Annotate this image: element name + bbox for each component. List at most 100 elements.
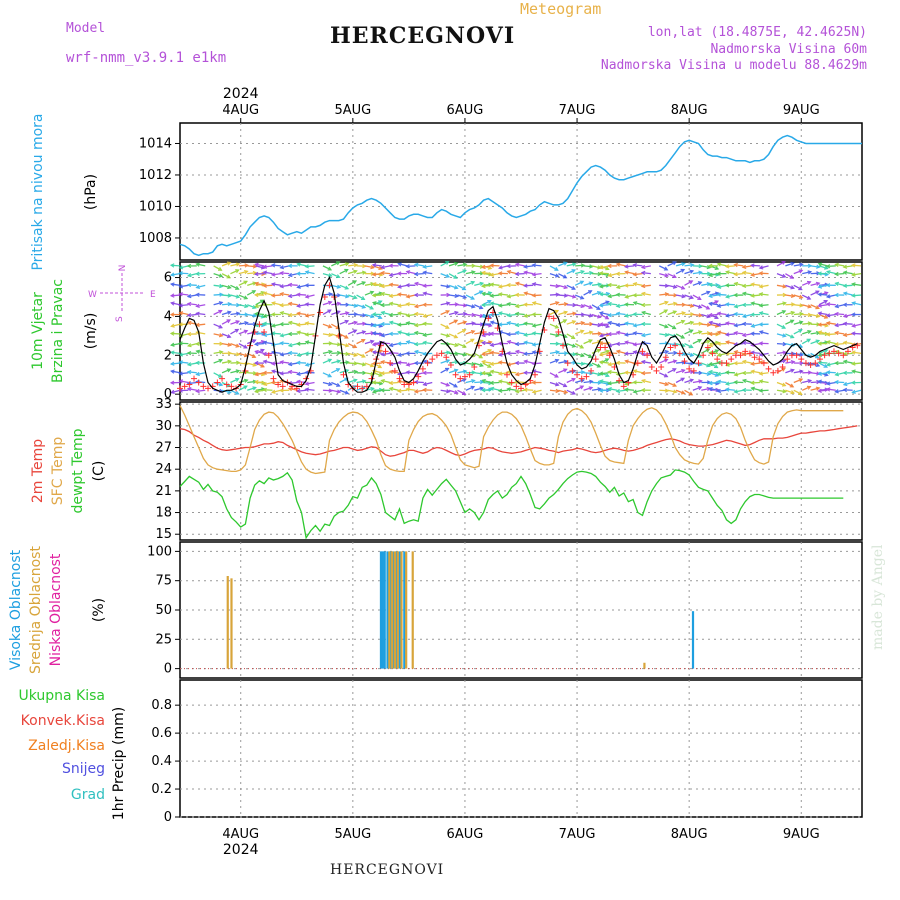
wind-arrow [549, 359, 559, 364]
gust-mark [746, 350, 753, 357]
wind-arrow-head [270, 312, 276, 317]
wind-arrow [709, 302, 719, 306]
wind-arrow-head [596, 314, 602, 319]
wind-arrow [709, 362, 719, 366]
pressure-ylabel: Pritisak na nivou mora [30, 113, 46, 270]
precip-y-tick-label: 0.4 [151, 754, 172, 769]
wind-arrow [280, 293, 290, 296]
wind-arrow-head [598, 265, 604, 270]
wind-arrow [641, 360, 651, 364]
wind-arrow [255, 299, 264, 306]
wind-arrow [297, 293, 307, 296]
wind-arrow [835, 331, 845, 335]
wind-arrow-head [815, 313, 821, 318]
wind-arrow [725, 388, 736, 391]
wind-arrow [717, 380, 727, 384]
wind-arrow-head [523, 340, 528, 345]
wind-arrow [751, 294, 761, 297]
wind-arrow [566, 352, 576, 356]
wind-arrow-head [378, 372, 383, 377]
wind-arrow [852, 332, 862, 335]
wind-arrow-head [218, 382, 224, 387]
wind-arrow-head [252, 304, 257, 309]
wind-arrow [448, 333, 458, 339]
wind-arrow-head [328, 332, 333, 338]
wind-arrow-head [716, 311, 722, 316]
wind-arrow-head [461, 391, 467, 396]
gust-mark [195, 379, 202, 386]
wind-arrow [389, 381, 399, 384]
wind-arrow-head [195, 371, 200, 377]
wind-arrow-head [422, 387, 427, 393]
wind-arrow [599, 272, 609, 275]
wind-arrow-head [750, 282, 755, 287]
wind-arrow [532, 370, 542, 374]
wind-arrow [591, 304, 601, 310]
temp-label-2m: 2m Temp [30, 439, 46, 503]
wind-arrow-head [842, 381, 848, 387]
wind-arrow [322, 309, 332, 316]
wind-arrow [826, 362, 836, 366]
wind-arrow [558, 294, 568, 297]
wind-arrow-head [396, 388, 402, 393]
wind-arrow-head [598, 271, 604, 276]
wind-arrow [641, 292, 651, 296]
wind-arrow [179, 372, 189, 375]
wind-arrow [826, 388, 836, 391]
wind-arrow [659, 273, 669, 277]
wind-arrow-head [195, 341, 200, 347]
wind-arrow [490, 381, 500, 384]
wind-arrow [170, 294, 181, 297]
wind-arrow-head [782, 301, 787, 306]
wind-arrow-head [531, 312, 536, 317]
wind-arrow [835, 263, 845, 267]
wind-arrow [549, 372, 559, 378]
wind-arrow [498, 352, 509, 356]
compass-icon: NW ES [88, 265, 156, 322]
wind-arrow [474, 304, 483, 310]
wind-arrow-head [336, 301, 342, 306]
compass-n: N [118, 265, 128, 272]
wind-arrow [583, 339, 593, 345]
wind-arrow [406, 333, 416, 336]
wind-arrow [532, 301, 542, 306]
gust-mark [485, 315, 492, 322]
wind-arrow [818, 389, 828, 392]
wind-arrow [793, 263, 803, 267]
wind-arrow [482, 265, 492, 269]
wind-arrow [734, 273, 744, 276]
wind-arrow [499, 331, 509, 335]
wind-arrow-head [462, 294, 468, 299]
wind-arrow-head [598, 388, 604, 393]
wind-arrow [230, 389, 239, 395]
wind-arrow-head [632, 293, 637, 298]
wind-arrow [659, 301, 669, 306]
wind-arrow [659, 323, 668, 328]
wind-arrow [759, 352, 769, 356]
wind-arrow [641, 265, 651, 269]
wind-arrow-head [605, 323, 611, 329]
wind-arrow-head [514, 372, 520, 377]
bottom-day-label: 8AUG [671, 827, 708, 842]
wind-arrow-head [260, 363, 265, 368]
wind-arrow [659, 284, 669, 287]
panel-frame-pressure [179, 122, 863, 261]
wind-arrow [835, 389, 845, 393]
wind-arrow-head [758, 292, 764, 297]
wind-arrow [196, 389, 206, 393]
wind-arrow [692, 294, 702, 300]
wind-arrow [818, 312, 828, 316]
wind-arrow [725, 341, 736, 345]
wind-arrow-head [226, 319, 232, 324]
wind-arrow [490, 294, 500, 297]
wind-arrow [271, 323, 282, 327]
wind-arrow-head [243, 378, 249, 383]
wind-arrow-head [681, 311, 687, 316]
wind-arrow-head [481, 340, 486, 346]
wind-arrow-head [572, 311, 577, 316]
cloud-label-mid: Srednja Oblacnost [28, 546, 44, 674]
gust-mark [391, 367, 398, 374]
wind-arrow [558, 368, 567, 374]
top-day-label: 9AUG [783, 103, 820, 118]
wind-arrow [692, 313, 702, 317]
